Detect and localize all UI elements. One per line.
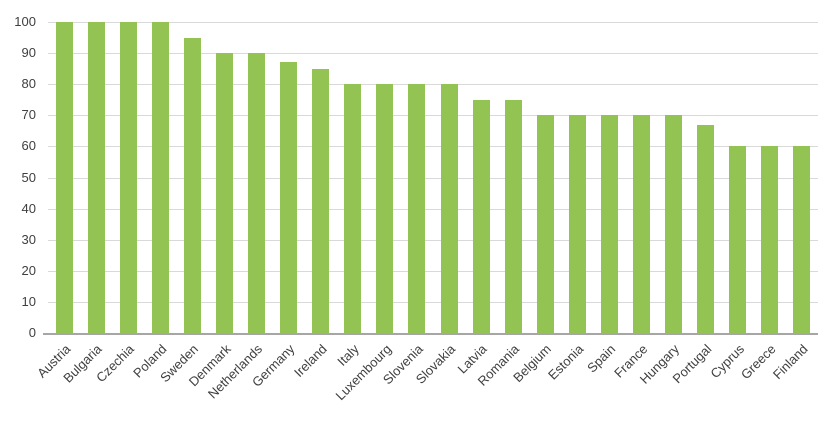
bar-austria [55,22,73,333]
gridline [48,301,818,303]
gridline [48,146,818,148]
bar-czechia [119,22,137,333]
gridline [48,84,818,86]
gridline [48,270,818,272]
y-tick-label: 60 [21,138,36,154]
bar-ireland [312,68,330,333]
bar-poland [151,22,169,333]
x-tick-label: Greece [738,341,779,383]
y-tick-label: 10 [21,293,36,309]
y-tick-label: 0 [28,325,36,340]
y-tick-label: 40 [21,200,36,216]
bar-finland [793,146,811,333]
y-tick-label: 30 [21,231,36,247]
x-tick-label: Estonia [545,341,587,383]
x-tick-label: Finland [770,341,811,383]
bar-germany [280,62,298,333]
bar-netherlands [248,53,266,333]
bar-slovenia [408,84,426,333]
y-tick-label: 70 [21,107,36,123]
bar-slovakia [440,84,458,333]
x-tick-label: Italy [334,341,362,369]
bar-cyprus [729,146,747,333]
bar-estonia [568,115,586,333]
bar-sweden [183,37,201,333]
bar-romania [504,99,522,333]
y-tick-label: 100 [14,14,36,29]
y-tick-label: 50 [21,169,36,185]
gridline [48,22,818,23]
bar-denmark [215,53,233,333]
bar-belgium [536,115,554,333]
gridline [48,239,818,241]
bar-france [633,115,651,333]
x-tick-label: Ireland [290,341,330,381]
y-tick-label: 80 [21,76,36,92]
bar-bulgaria [87,22,105,333]
bar-italy [344,84,362,333]
bar-hungary [665,115,683,333]
y-tick-label: 20 [21,262,36,278]
gridline [48,208,818,210]
y-tick-label: 90 [21,45,36,61]
bar-portugal [697,124,715,333]
bar-spain [600,115,618,333]
gridline [48,177,818,179]
gridline [48,53,818,55]
bar-latvia [472,99,490,333]
bar-greece [761,146,779,333]
gridline [48,115,818,117]
bar-luxembourg [376,84,394,333]
x-axis-line [43,333,818,335]
